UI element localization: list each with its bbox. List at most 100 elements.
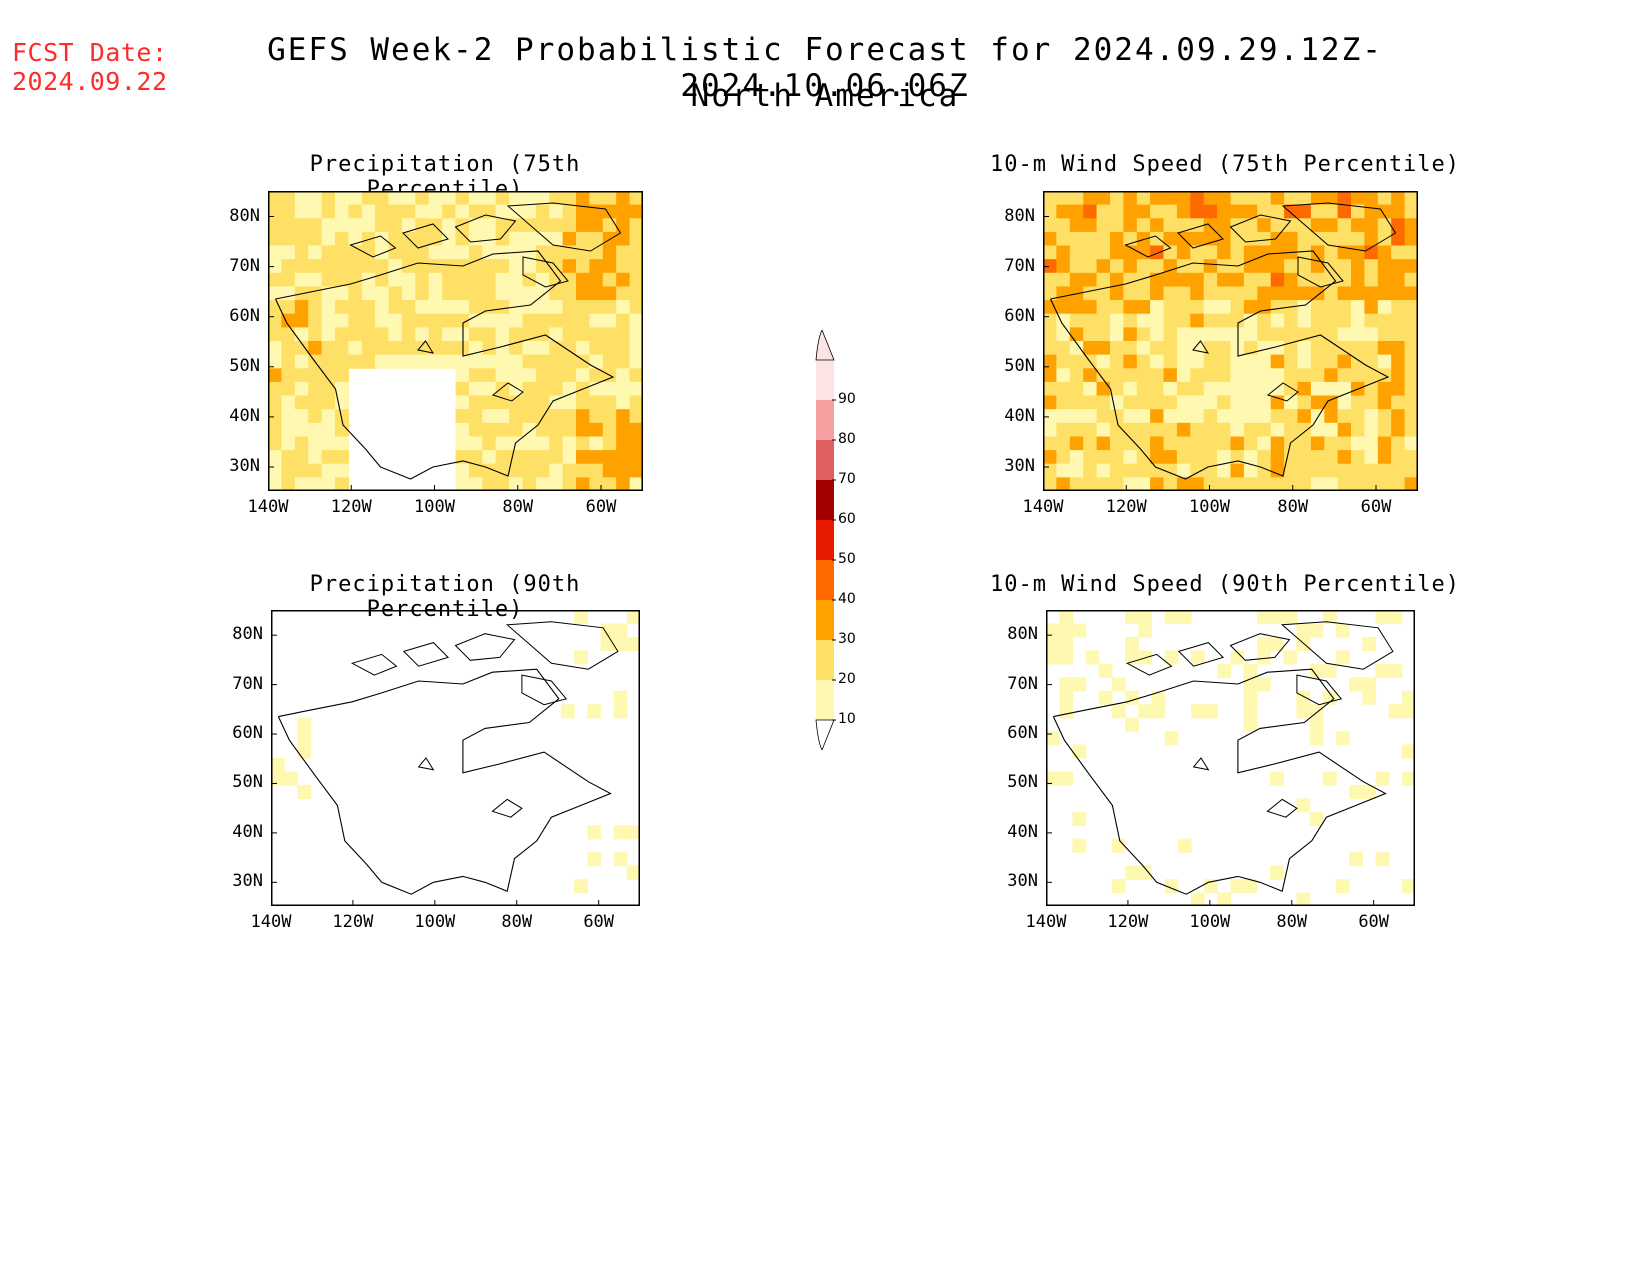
probability-cell — [294, 272, 309, 287]
probability-cell — [1377, 436, 1392, 451]
probability-cell — [562, 313, 577, 328]
probability-cell — [522, 381, 537, 397]
coastline — [275, 250, 615, 480]
probability-cell — [1404, 450, 1418, 465]
probability-cell — [1125, 636, 1139, 651]
probability-cell — [616, 381, 631, 397]
probability-cell — [1391, 422, 1406, 437]
probability-cell — [428, 341, 443, 356]
probability-cell — [535, 191, 550, 206]
probability-cell — [549, 300, 564, 315]
probability-cell — [1096, 313, 1111, 328]
probability-cell — [495, 191, 510, 206]
probability-cell — [574, 879, 588, 894]
probability-cell — [1217, 286, 1232, 301]
probability-cell — [1043, 259, 1057, 274]
probability-cell — [1297, 395, 1312, 410]
probability-cell — [1176, 477, 1191, 491]
probability-cell — [375, 245, 390, 260]
probability-cell — [321, 231, 336, 247]
probability-cell — [589, 259, 604, 274]
probability-cell — [375, 341, 390, 356]
probability-cell — [348, 313, 363, 328]
colorbar-level-label: 30 — [838, 631, 856, 647]
probability-cell — [574, 650, 588, 665]
probability-cell — [602, 218, 617, 233]
probability-cell — [1256, 677, 1271, 692]
probability-cell — [271, 758, 285, 773]
probability-cell — [294, 313, 309, 328]
probability-cell — [268, 300, 282, 315]
latitude-label: 70N — [1004, 255, 1035, 276]
probability-cell — [629, 300, 643, 315]
probability-cell — [602, 381, 617, 397]
probability-cell — [294, 327, 309, 342]
probability-cell — [1337, 286, 1352, 301]
probability-cell — [455, 436, 470, 451]
probability-cell — [535, 341, 550, 356]
probability-cell — [1270, 354, 1285, 369]
probability-cell — [1351, 436, 1365, 451]
probability-cell — [1230, 422, 1245, 437]
probability-cell — [1391, 368, 1406, 383]
probability-cell — [535, 300, 550, 315]
probability-cell — [495, 313, 510, 328]
probability-cell — [1284, 191, 1299, 206]
probability-cell — [1190, 327, 1205, 342]
probability-cell — [1072, 811, 1087, 826]
probability-cell — [1404, 191, 1418, 206]
probability-cell — [321, 327, 336, 342]
probability-cell — [482, 313, 497, 328]
latitude-label: 60N — [1007, 723, 1038, 744]
probability-cell — [616, 450, 631, 465]
probability-cell — [616, 436, 631, 451]
island-outline — [349, 235, 397, 258]
probability-cell — [297, 731, 312, 746]
probability-cell — [602, 409, 617, 424]
probability-cell — [576, 477, 590, 491]
probability-cell — [1351, 409, 1365, 424]
probability-cell — [1391, 354, 1406, 369]
probability-cell — [1083, 286, 1098, 301]
probability-cell — [268, 463, 282, 478]
probability-cell — [321, 341, 336, 356]
probability-cell — [1096, 259, 1111, 274]
probability-cell — [1150, 381, 1165, 397]
probability-cell — [616, 327, 631, 342]
probability-cell — [1324, 327, 1339, 342]
probability-cell — [1243, 368, 1258, 383]
probability-cell — [509, 327, 524, 342]
probability-cell — [335, 327, 349, 342]
island-outline — [1280, 621, 1394, 670]
probability-cell — [1136, 368, 1151, 383]
probability-cell — [1111, 704, 1126, 719]
probability-cell — [616, 409, 631, 424]
probability-cell — [442, 286, 457, 301]
probability-cell — [589, 354, 604, 369]
probability-cell — [1072, 838, 1087, 853]
probability-cell — [442, 245, 457, 260]
probability-cell — [468, 368, 483, 383]
probability-cell — [1230, 409, 1245, 424]
longitude-label: 80W — [1277, 497, 1309, 517]
probability-cell — [1125, 690, 1139, 705]
probability-cell — [1110, 354, 1124, 369]
probability-cell — [1123, 300, 1138, 315]
probability-cell — [388, 259, 403, 274]
probability-cell — [589, 327, 604, 342]
panel-title-wind-90: 10-m Wind Speed (90th Percentile) — [989, 572, 1461, 597]
probability-cell — [549, 436, 564, 451]
probability-cell — [1163, 327, 1178, 342]
probability-cell — [602, 327, 617, 342]
probability-cell — [1364, 368, 1379, 383]
probability-cell — [1377, 354, 1392, 369]
probability-cell — [401, 341, 416, 356]
probability-cell — [1163, 259, 1178, 274]
probability-cell — [1324, 300, 1339, 315]
probability-cell — [1377, 327, 1392, 342]
probability-cell — [335, 204, 349, 219]
probability-cell — [1404, 395, 1418, 410]
probability-cell — [1043, 218, 1057, 233]
probability-cell — [1284, 341, 1299, 356]
probability-cell — [1364, 300, 1379, 315]
